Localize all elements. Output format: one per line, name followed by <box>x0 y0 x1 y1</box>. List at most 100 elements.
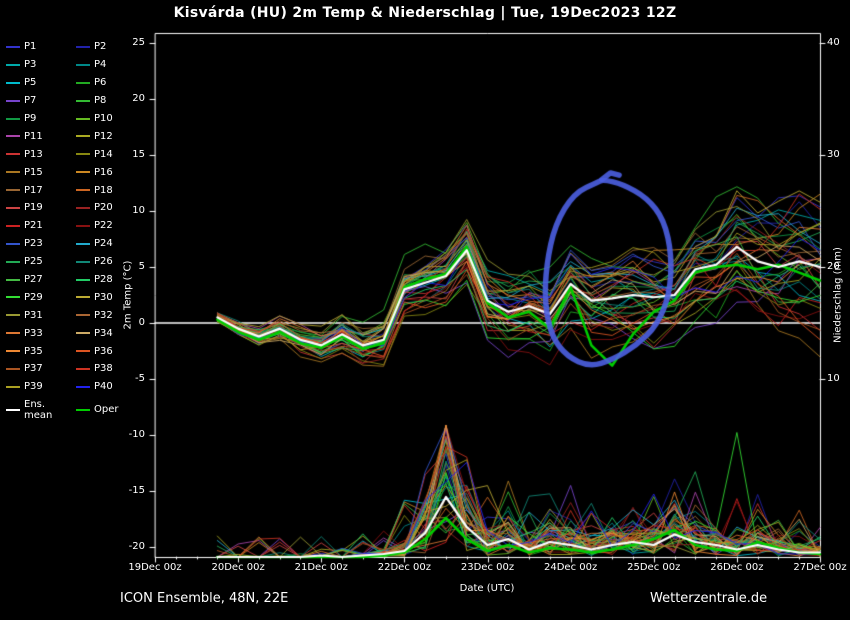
legend-label: P16 <box>94 166 113 178</box>
legend-item-p9: P9 <box>6 113 76 124</box>
legend-label: P38 <box>94 363 113 375</box>
x-tick-label: 20Dec 00z <box>211 562 265 573</box>
y-left-tick-label: -5 <box>135 373 145 384</box>
legend-label: P36 <box>94 345 113 357</box>
legend-label: P37 <box>24 363 43 375</box>
legend-swatch <box>76 135 90 138</box>
legend-swatch <box>76 296 90 299</box>
legend-label: Oper <box>94 404 119 416</box>
legend-swatch <box>6 385 20 388</box>
legend-label: P7 <box>24 95 37 107</box>
legend-label: P22 <box>94 220 113 232</box>
legend-row: P37 P38 <box>6 360 154 378</box>
legend-item-p39: P39 <box>6 381 76 392</box>
legend-item-p13: P13 <box>6 149 76 160</box>
legend-swatch <box>76 224 90 227</box>
legend-row: P21 P22 <box>6 217 154 235</box>
legend-label: Ens. mean <box>24 398 53 421</box>
legend-swatch <box>6 408 20 411</box>
legend-item-p31: P31 <box>6 310 76 321</box>
legend-swatch <box>6 117 20 120</box>
y-left-tick-label: 20 <box>132 93 145 104</box>
legend-label: P28 <box>94 274 113 286</box>
legend-swatch <box>6 224 20 227</box>
legend-label: P17 <box>24 184 43 196</box>
legend-swatch <box>6 99 20 102</box>
chart-title: Kisvárda (HU) 2m Temp & Niederschlag | T… <box>173 5 677 21</box>
legend-label: P40 <box>94 381 113 393</box>
y-left-tick-label: 15 <box>132 149 145 160</box>
legend-label: P5 <box>24 77 37 89</box>
legend-row: P15 P16 <box>6 163 154 181</box>
legend-swatch <box>6 171 20 174</box>
legend-item-p6: P6 <box>76 77 146 88</box>
legend-label: P19 <box>24 202 43 214</box>
legend-label: P6 <box>94 77 107 89</box>
legend-item-p26: P26 <box>76 256 146 267</box>
y-left-tick-label: 10 <box>132 205 145 216</box>
legend-swatch <box>6 296 20 299</box>
legend-item-p19: P19 <box>6 202 76 213</box>
legend-label: P14 <box>94 148 113 160</box>
legend-row: P17 P18 <box>6 181 154 199</box>
x-tick-label: 22Dec 00z <box>377 562 431 573</box>
legend-row: P31 P32 <box>6 306 154 324</box>
legend-label: P26 <box>94 256 113 268</box>
legend-item-p8: P8 <box>76 95 146 106</box>
legend-swatch <box>6 314 20 317</box>
legend-item-p7: P7 <box>6 95 76 106</box>
legend-swatch <box>6 332 20 335</box>
y-left-tick-label: -15 <box>128 485 145 496</box>
legend-row: P13 P14 <box>6 145 154 163</box>
legend-swatch <box>76 189 90 192</box>
y-axis-title-right: Niederschlag (mm) <box>832 247 844 343</box>
legend-label: P24 <box>94 238 113 250</box>
legend-row: P3 P4 <box>6 56 154 74</box>
legend-row: P5 P6 <box>6 74 154 92</box>
legend: P1 P2 P3 P4 P5 P6 P7 P8 P9 P10 P11 P12 P13 P14 P15 P16 P… <box>6 38 154 421</box>
legend-swatch <box>6 81 20 84</box>
legend-swatch <box>6 189 20 192</box>
legend-label: P23 <box>24 238 43 250</box>
legend-label: P25 <box>24 256 43 268</box>
legend-label: P34 <box>94 327 113 339</box>
x-tick-label: 23Dec 00z <box>460 562 515 573</box>
legend-swatch <box>76 63 90 66</box>
legend-swatch <box>76 45 90 48</box>
legend-label: P3 <box>24 59 37 71</box>
legend-item-ens-mean: Ens. mean <box>6 399 76 421</box>
y-axis-title-left: 2m Temp (°C) <box>122 260 134 330</box>
legend-label: P9 <box>24 113 37 124</box>
legend-item-p3: P3 <box>6 59 76 70</box>
legend-row: P9 P10 <box>6 110 154 128</box>
legend-swatch <box>76 260 90 263</box>
legend-swatch <box>6 278 20 281</box>
legend-item-p4: P4 <box>76 59 146 70</box>
legend-swatch <box>76 278 90 281</box>
legend-item-p11: P11 <box>6 131 76 142</box>
legend-row-mean-oper: Ens. mean Oper <box>6 399 154 421</box>
legend-item-p12: P12 <box>76 131 146 142</box>
legend-row: P23 P24 <box>6 235 154 253</box>
x-tick-label: 26Dec 00z <box>710 562 764 573</box>
legend-item-p22: P22 <box>76 220 146 231</box>
legend-swatch <box>76 242 90 245</box>
legend-item-p23: P23 <box>6 238 76 249</box>
legend-label: P31 <box>24 309 43 321</box>
x-tick-label: 21Dec 00z <box>294 562 348 573</box>
legend-item-p14: P14 <box>76 149 146 160</box>
legend-item-p35: P35 <box>6 346 76 357</box>
legend-row: P27 P28 <box>6 271 154 289</box>
legend-label: P20 <box>94 202 113 214</box>
legend-swatch <box>76 408 90 411</box>
y-right-tick-label: 30 <box>827 149 840 160</box>
y-left-tick-label: -20 <box>128 541 145 552</box>
legend-row: P39 P40 <box>6 378 154 396</box>
footer-site: Wetterzentrale.de <box>650 591 768 606</box>
legend-label: P32 <box>94 309 113 321</box>
legend-item-p37: P37 <box>6 363 76 374</box>
legend-item-p40: P40 <box>76 381 146 392</box>
legend-item-p10: P10 <box>76 113 146 124</box>
y-right-tick-label: 40 <box>827 37 840 48</box>
legend-item-p17: P17 <box>6 185 76 196</box>
